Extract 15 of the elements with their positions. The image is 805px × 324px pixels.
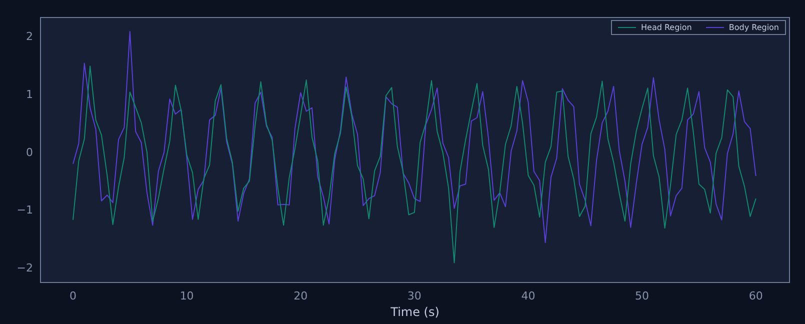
x-tick-label: 60 bbox=[748, 289, 763, 302]
y-tick-label: −1 bbox=[16, 204, 33, 217]
x-tick-label: 10 bbox=[180, 289, 194, 302]
y-tick-label: 0 bbox=[26, 146, 33, 159]
x-tick-label: 30 bbox=[407, 289, 422, 302]
x-axis-title: Time (s) bbox=[390, 304, 440, 319]
x-tick-label: 50 bbox=[635, 289, 650, 302]
y-tick-label: 2 bbox=[26, 30, 33, 44]
legend-label: Head Region bbox=[641, 23, 692, 32]
x-tick-label: 20 bbox=[294, 289, 308, 302]
y-tick-label: 1 bbox=[26, 88, 33, 101]
x-tick-label: 0 bbox=[70, 289, 77, 302]
legend-label: Body Region bbox=[728, 23, 779, 32]
y-tick-label: −2 bbox=[16, 261, 33, 274]
x-tick-label: 40 bbox=[521, 289, 536, 302]
